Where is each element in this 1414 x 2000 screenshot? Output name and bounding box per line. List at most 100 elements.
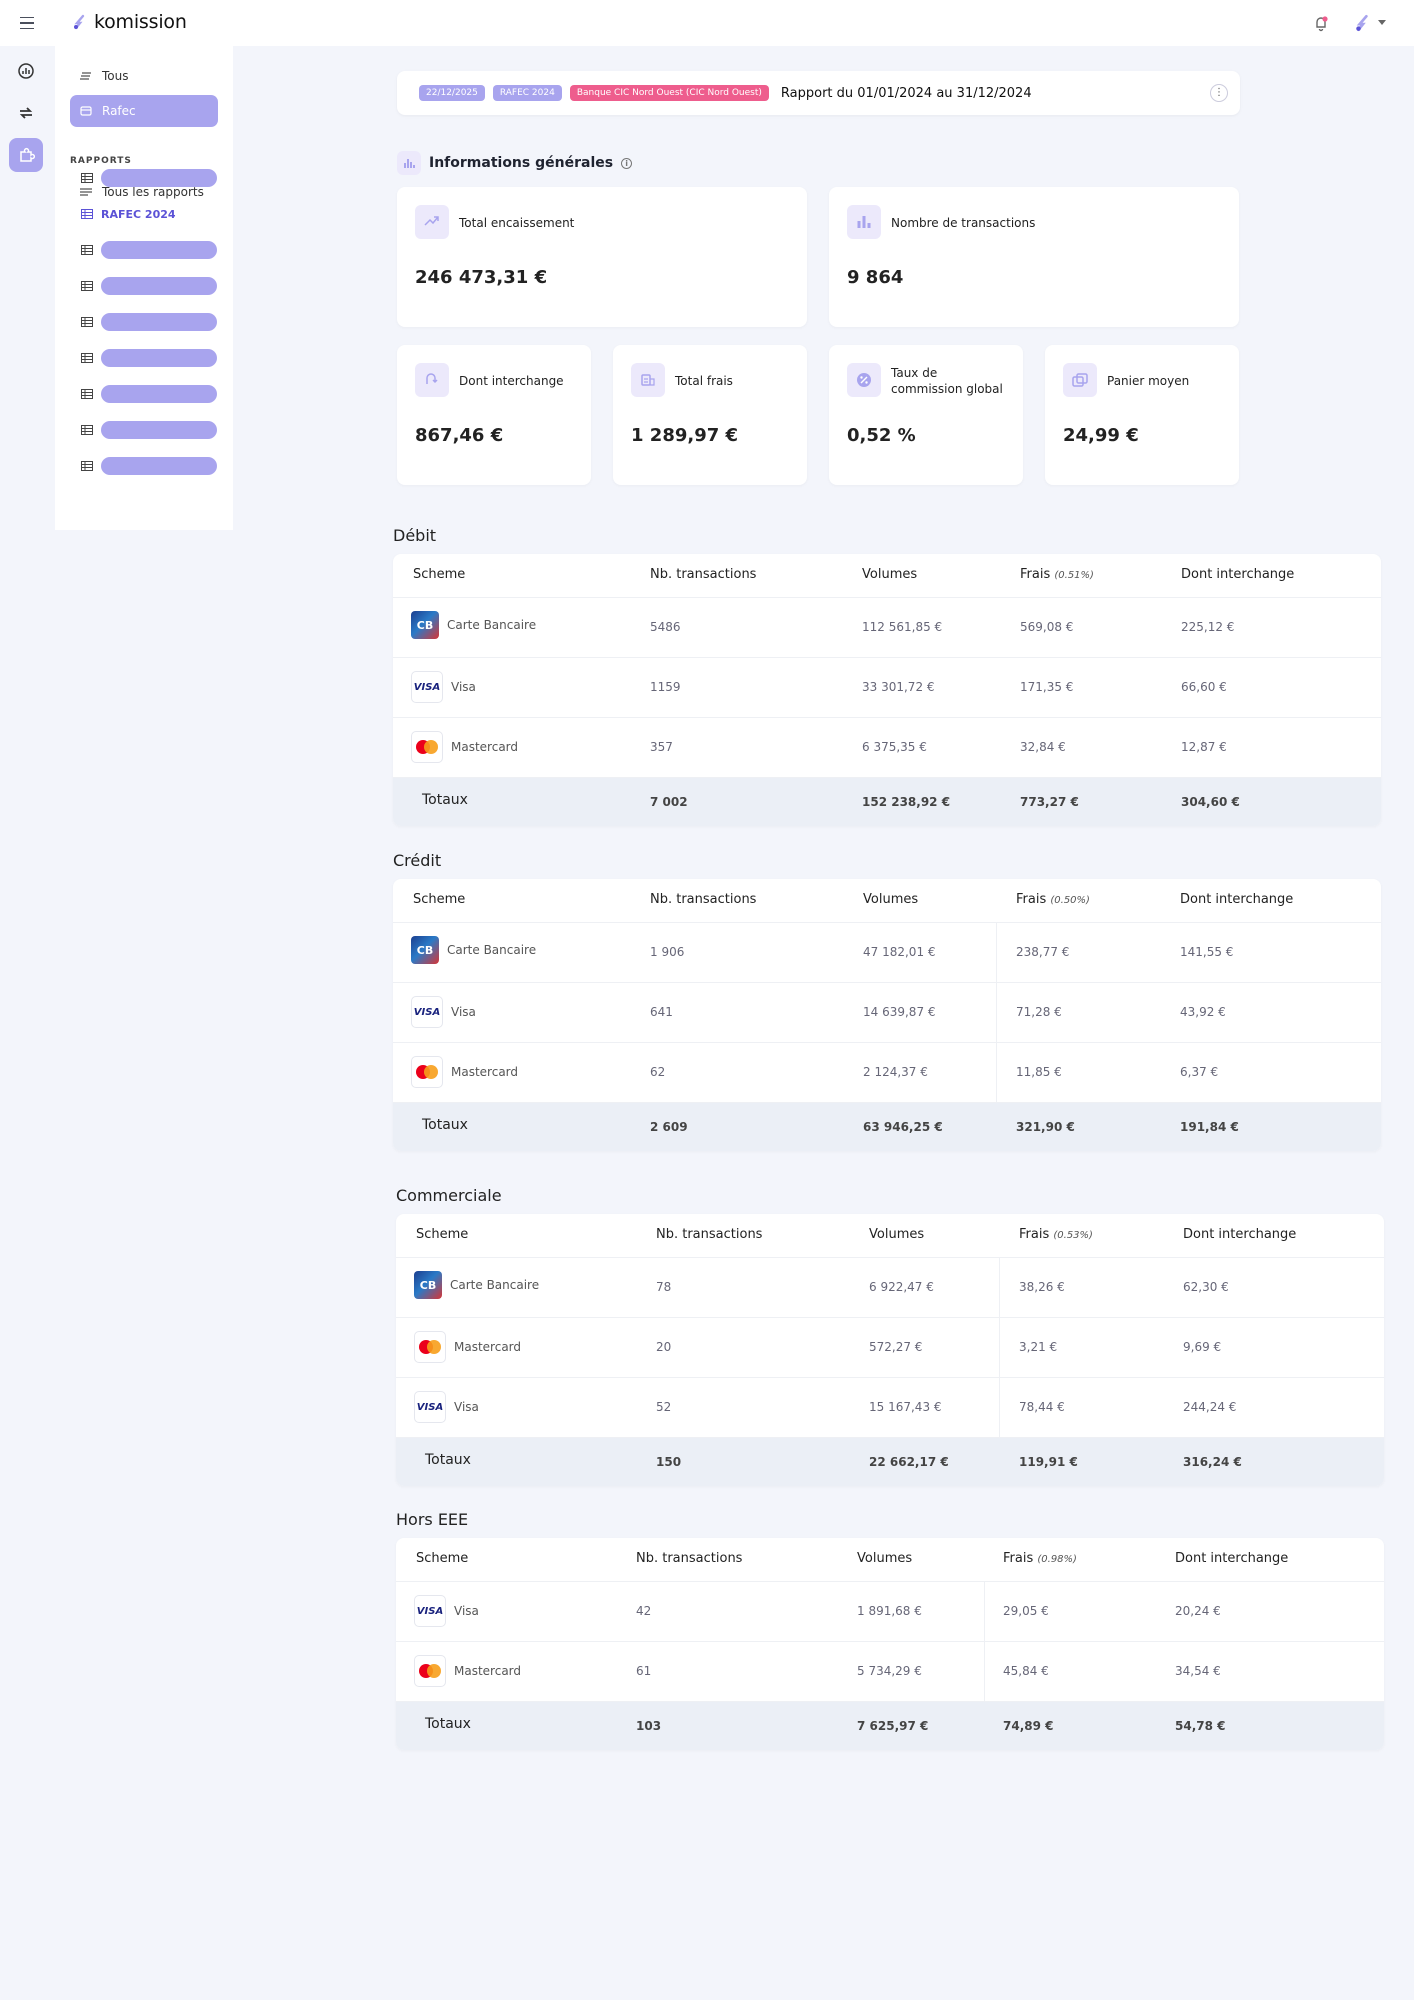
transfer-icon <box>19 107 33 119</box>
table-section-title: Hors EEE <box>396 1510 469 1529</box>
rail-dashboard-button[interactable] <box>9 54 43 88</box>
total-nb-cell: 2 609 <box>650 1120 688 1134</box>
interchange-cell: 6,37 € <box>1180 1065 1219 1079</box>
column-header[interactable]: Dont interchange <box>1181 567 1295 582</box>
total-nb-cell: 150 <box>656 1455 682 1469</box>
mastercard-logo <box>414 1331 446 1363</box>
exchange-icon <box>415 363 449 397</box>
column-header[interactable]: Nb. transactions <box>650 567 757 582</box>
report-item[interactable] <box>81 384 217 404</box>
bank-badge: Banque CIC Nord Ouest (CIC Nord Ouest) <box>569 85 769 101</box>
column-header[interactable]: Frais (0.53%) <box>1019 1227 1093 1242</box>
table-section-title: Commerciale <box>396 1186 502 1205</box>
kpi-card: Total encaissement 246 473,31 € <box>397 187 807 327</box>
app-logo[interactable]: komission <box>72 11 187 33</box>
report-item[interactable] <box>81 240 217 260</box>
volumes-cell: 2 124,37 € <box>863 1065 928 1079</box>
app-name: komission <box>94 11 187 33</box>
interchange-cell: 34,54 € <box>1175 1664 1221 1678</box>
report-item[interactable] <box>81 312 217 332</box>
more-options-icon[interactable]: ⋮ <box>1210 84 1228 102</box>
column-header[interactable]: Volumes <box>857 1551 913 1566</box>
frais-cell: 45,84 € <box>1003 1664 1049 1678</box>
notification-bell-icon[interactable] <box>1310 12 1332 34</box>
scheme-cell: CB Carte Bancaire <box>411 936 536 964</box>
column-header[interactable]: Volumes <box>869 1227 925 1242</box>
table-row: CB Carte Bancaire 5486 112 561,85 € 569,08 €… <box>393 598 1381 658</box>
scheme-name: Mastercard <box>454 1664 522 1678</box>
total-frais-cell: 119,91 € <box>1019 1455 1078 1469</box>
kpi-value: 867,46 € <box>415 425 504 446</box>
volumes-cell: 47 182,01 € <box>863 945 936 959</box>
frais-rate: (0.98%) <box>1037 1554 1077 1565</box>
total-interchange-cell: 54,78 € <box>1175 1719 1226 1733</box>
rail-transactions-button[interactable] <box>9 96 43 130</box>
column-header[interactable]: Scheme <box>416 1551 469 1566</box>
column-header[interactable]: Dont interchange <box>1175 1551 1289 1566</box>
nb-cell: 641 <box>650 1005 673 1019</box>
frais-cell: 38,26 € <box>1019 1280 1065 1294</box>
report-placeholder <box>101 421 217 439</box>
column-header[interactable]: Volumes <box>862 567 918 582</box>
nav-item-rafec[interactable]: Rafec <box>70 95 218 127</box>
interchange-cell: 141,55 € <box>1180 945 1234 959</box>
scheme-name: Mastercard <box>451 1065 519 1079</box>
scheme-cell: Mastercard <box>411 731 518 763</box>
basket-icon <box>1063 363 1097 397</box>
nav-item-tous[interactable]: Tous <box>70 60 218 92</box>
report-item[interactable] <box>81 276 217 296</box>
scheme-cell: VISA Visa <box>414 1391 479 1423</box>
column-header[interactable]: Dont interchange <box>1180 892 1294 907</box>
frais-header: Frais <box>1019 1227 1050 1242</box>
column-header[interactable]: Scheme <box>416 1227 469 1242</box>
scheme-table: Scheme Nb. transactions Volumes Frais (0.98… <box>396 1538 1384 1750</box>
interchange-cell: 20,24 € <box>1175 1604 1221 1618</box>
table-section-title: Crédit <box>393 851 442 870</box>
interchange-cell: 12,87 € <box>1181 740 1227 754</box>
interchange-cell: 244,24 € <box>1183 1400 1237 1414</box>
volumes-cell: 33 301,72 € <box>862 680 935 694</box>
nav-item-label: Tous <box>102 69 129 83</box>
menu-icon[interactable] <box>16 12 38 34</box>
report-item[interactable] <box>81 348 217 368</box>
report-item[interactable] <box>81 456 217 476</box>
visa-logo: VISA <box>413 681 441 693</box>
volumes-cell: 15 167,43 € <box>869 1400 942 1414</box>
table-row: VISA Visa 641 14 639,87 € 71,28 € 43,92 € <box>393 983 1381 1043</box>
kpi-label: Taux de commission global <box>891 366 1003 396</box>
user-menu[interactable] <box>1354 12 1394 34</box>
column-header[interactable]: Volumes <box>863 892 919 907</box>
frais-cell: 569,08 € <box>1020 620 1074 634</box>
column-header[interactable]: Dont interchange <box>1183 1227 1297 1242</box>
column-header[interactable]: Scheme <box>413 567 466 582</box>
column-header[interactable]: Nb. transactions <box>656 1227 763 1242</box>
total-frais-cell: 773,27 € <box>1020 795 1079 809</box>
rail-reports-button[interactable] <box>9 138 43 172</box>
secondary-nav: Tous Rafec RAPPORTS Tous les rapports RA… <box>55 46 233 530</box>
column-header[interactable]: Frais (0.51%) <box>1020 567 1094 582</box>
mastercard-logo <box>411 731 443 763</box>
column-header[interactable]: Nb. transactions <box>650 892 757 907</box>
nav-item-all-reports[interactable]: Tous les rapports <box>70 176 218 208</box>
total-frais-cell: 74,89 € <box>1003 1719 1054 1733</box>
column-divider <box>984 1582 985 1641</box>
column-header[interactable]: Scheme <box>413 892 466 907</box>
chevron-down-icon <box>1378 20 1386 25</box>
report-placeholder <box>101 457 217 475</box>
info-icon[interactable]: i <box>621 157 633 169</box>
frais-cell: 71,28 € <box>1016 1005 1062 1019</box>
report-item-active[interactable]: RAFEC 2024 <box>81 204 176 224</box>
column-divider <box>996 1043 997 1102</box>
column-header[interactable]: Frais (0.98%) <box>1003 1551 1077 1566</box>
column-header[interactable]: Nb. transactions <box>636 1551 743 1566</box>
column-divider <box>999 1258 1000 1317</box>
table-row: VISA Visa 42 1 891,68 € 29,05 € 20,24 € <box>396 1582 1384 1642</box>
report-item[interactable] <box>81 420 217 440</box>
report-item[interactable] <box>81 168 217 188</box>
column-header[interactable]: Frais (0.50%) <box>1016 892 1090 907</box>
volumes-cell: 6 922,47 € <box>869 1280 934 1294</box>
kpi-value: 24,99 € <box>1063 425 1139 446</box>
nb-cell: 61 <box>636 1664 652 1678</box>
nb-cell: 52 <box>656 1400 672 1414</box>
frais-rate: (0.50%) <box>1050 895 1090 906</box>
